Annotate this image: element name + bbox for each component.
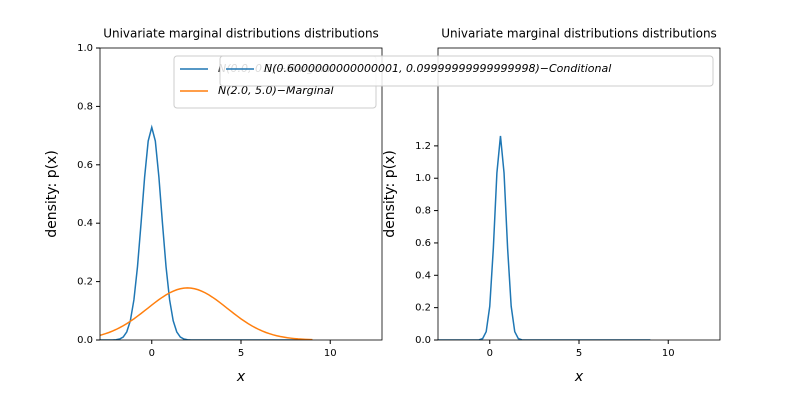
y-tick-label: 0.4 <box>77 218 93 229</box>
y-tick-label: 0.0 <box>77 335 93 346</box>
y-tick-label: 1.0 <box>415 173 431 184</box>
y-tick-label: 1.0 <box>77 43 93 54</box>
x-tick-label: 10 <box>324 348 337 359</box>
y-tick-label: 0.8 <box>415 206 431 217</box>
y-tick-label: 0.6 <box>415 238 431 249</box>
chart-title: Univariate marginal distributions distri… <box>441 27 717 41</box>
axes-frame <box>99 47 383 341</box>
axes-frame <box>437 47 721 341</box>
legend-label: N(0.6000000000000001, 0.0999999999999999… <box>264 62 611 75</box>
y-tick-label: 0.4 <box>415 270 431 281</box>
legend: N(0.6000000000000001, 0.0999999999999999… <box>219 55 714 87</box>
y-tick-label: 1.2 <box>415 141 431 152</box>
y-tick-label: 0.6 <box>77 160 93 171</box>
x-axis-label: x <box>574 369 584 385</box>
x-tick-label: 5 <box>238 348 244 359</box>
line-series <box>100 124 313 340</box>
line-series <box>100 287 313 340</box>
y-axis-label: density: p(x) <box>44 150 60 238</box>
x-tick-label: 10 <box>662 348 675 359</box>
y-tick-label: 0.0 <box>415 335 431 346</box>
y-tick-label: 0.2 <box>77 277 93 288</box>
chart-title: Univariate marginal distributions distri… <box>103 27 379 41</box>
x-tick-label: 5 <box>576 348 582 359</box>
legend-box <box>219 55 714 87</box>
axes: Univariate marginal distributions distri… <box>382 27 721 385</box>
axes: Univariate marginal distributions distri… <box>44 27 383 385</box>
x-tick-label: 0 <box>487 348 493 359</box>
x-tick-label: 0 <box>149 348 155 359</box>
x-axis-label: x <box>236 369 246 385</box>
y-tick-label: 0.2 <box>415 303 431 314</box>
line-series <box>438 135 651 340</box>
y-tick-label: 0.8 <box>77 101 93 112</box>
y-axis-label: density: p(x) <box>382 150 398 238</box>
legend-label: N(2.0, 5.0)−Marginal <box>218 84 334 97</box>
